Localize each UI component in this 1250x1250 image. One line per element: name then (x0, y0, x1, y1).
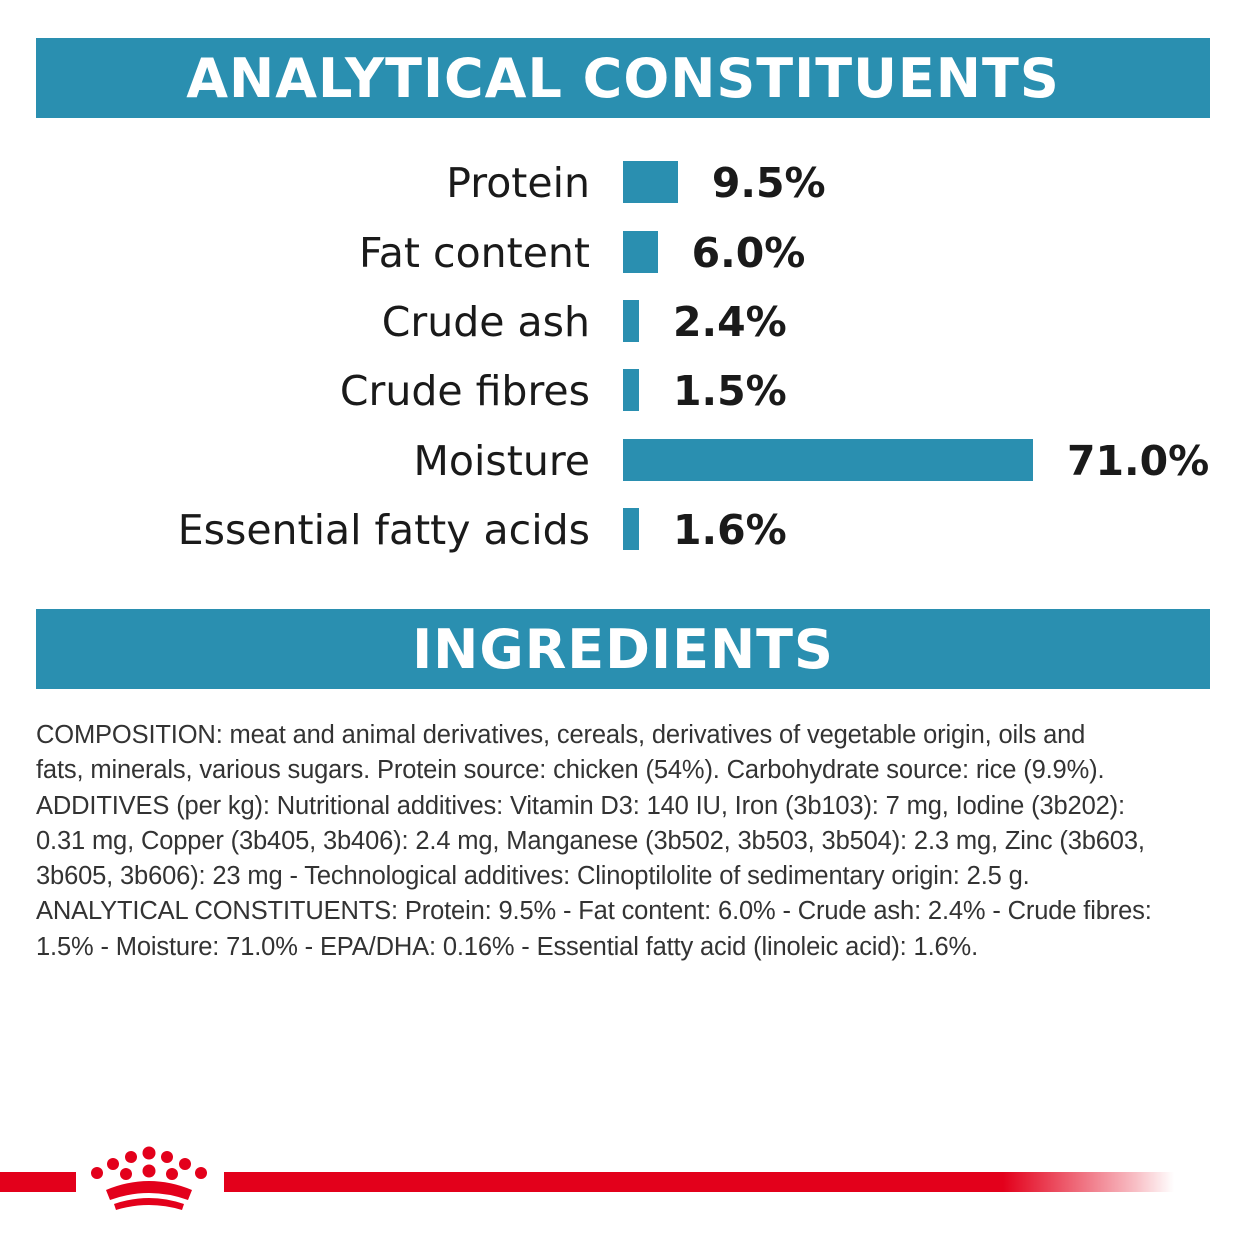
ingredients-line: fats, minerals, various sugars. Protein … (36, 756, 1105, 785)
footer-brand-line-right (224, 1172, 1174, 1192)
constituent-bar (623, 369, 639, 411)
constituent-label: Essential fatty acids (177, 506, 590, 554)
ingredients-banner: INGREDIENTS (36, 609, 1210, 689)
constituent-row: Crude fibres 1.5% (0, 366, 1250, 416)
constituent-value: 1.6% (673, 506, 787, 554)
constituent-value: 2.4% (673, 298, 787, 346)
constituent-value: 1.5% (673, 367, 787, 415)
constituent-value: 71.0% (1067, 437, 1210, 485)
constituent-row: Fat content 6.0% (0, 228, 1250, 278)
constituent-value: 9.5% (711, 159, 826, 207)
constituent-bar (623, 439, 1033, 481)
analytical-constituents-banner: ANALYTICAL CONSTITUENTS (36, 38, 1210, 118)
constituent-row: Protein 9.5% (0, 158, 1250, 208)
constituent-row: Essential fatty acids 1.6% (0, 505, 1250, 555)
analytical-constituents-title: ANALYTICAL CONSTITUENTS (186, 46, 1060, 110)
constituent-value: 6.0% (691, 229, 806, 277)
constituent-label: Crude ash (381, 298, 590, 346)
ingredients-line: 3b605, 3b606): 23 mg - Technological add… (36, 862, 1030, 891)
ingredients-line: ANALYTICAL CONSTITUENTS: Protein: 9.5% -… (36, 897, 1152, 926)
footer-brand-line-left (0, 1172, 76, 1192)
constituent-bar (623, 300, 639, 342)
ingredients-line: ADDITIVES (per kg): Nutritional additive… (36, 791, 1125, 820)
ingredients-line: COMPOSITION: meat and animal derivatives… (36, 721, 1086, 749)
ingredients-line: 0.31 mg, Copper (3b405, 3b406): 2.4 mg, … (36, 826, 1145, 855)
ingredients-title: INGREDIENTS (412, 617, 834, 681)
constituent-row: Crude ash 2.4% (0, 297, 1250, 347)
constituent-label: Protein (446, 159, 590, 207)
constituent-bar (623, 231, 658, 273)
crown-logo-icon (91, 1146, 207, 1210)
ingredients-text: COMPOSITION: meat and animal derivatives… (36, 718, 1216, 965)
ingredients-line: 1.5% - Moisture: 71.0% - EPA/DHA: 0.16% … (36, 932, 979, 961)
constituent-label: Fat content (358, 229, 590, 277)
constituent-label: Crude fibres (339, 367, 590, 415)
constituent-bar (623, 161, 678, 203)
constituent-bar (623, 508, 639, 550)
constituent-label: Moisture (413, 437, 590, 485)
constituent-row: Moisture 71.0% (0, 436, 1250, 486)
